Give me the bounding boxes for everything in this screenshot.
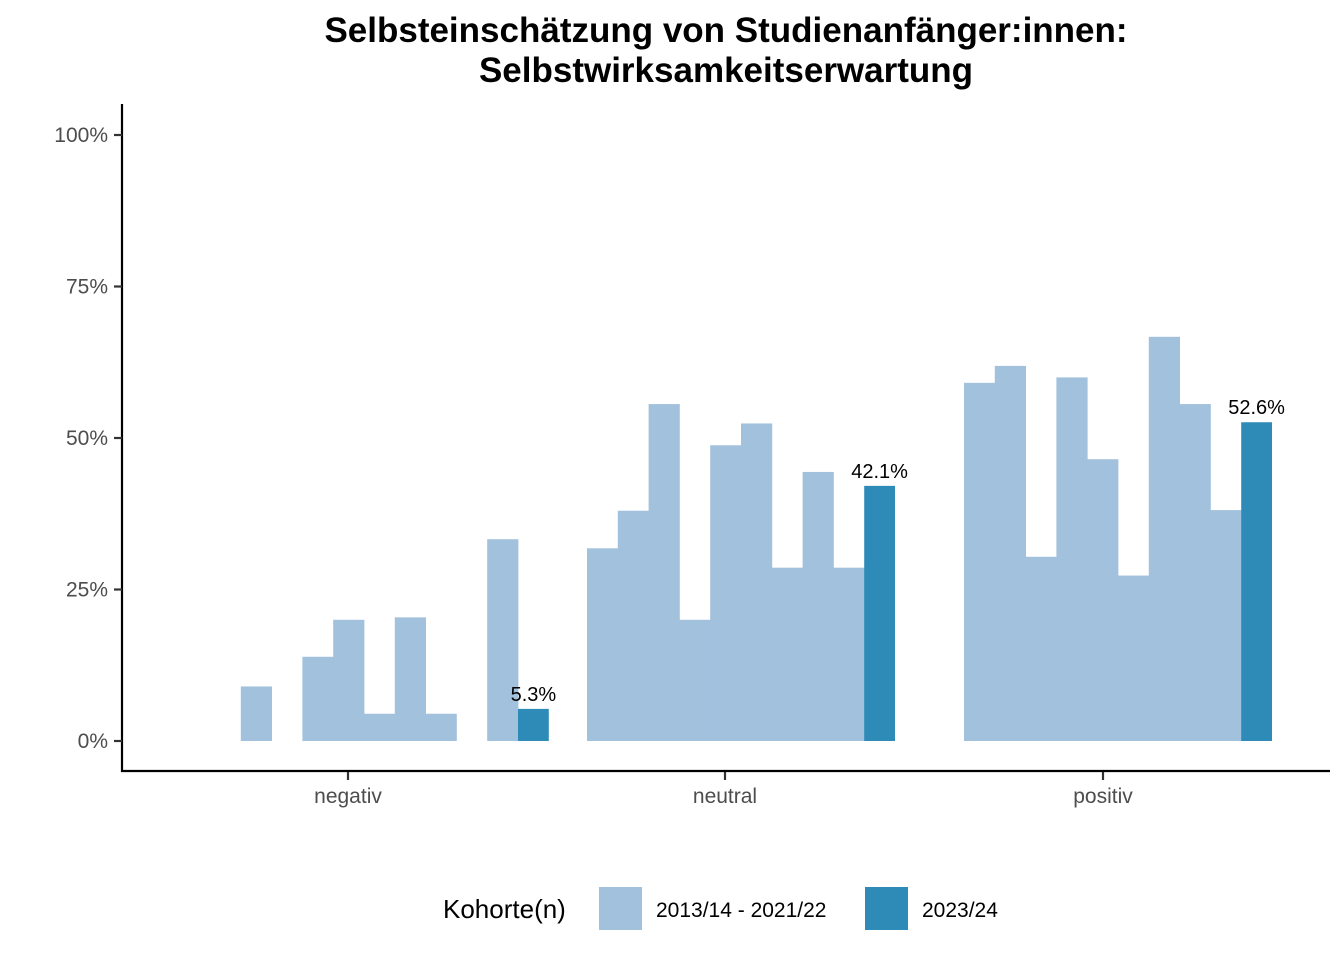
legend-swatch-1 [599, 887, 642, 930]
data-label-negativ: 5.3% [511, 684, 557, 706]
y-tick-label: 50% [66, 427, 108, 450]
bar-positiv-historic-9 [1210, 510, 1242, 741]
bar-negativ-historic-2 [240, 686, 272, 741]
x-tick-label-positiv: positiv [1073, 785, 1133, 808]
bar-negativ-current [518, 708, 549, 741]
y-tick-label: 75% [66, 276, 108, 299]
bar-neutral-current [864, 485, 895, 741]
bar-neutral-historic-6 [741, 423, 773, 741]
bar-neutral-historic-5 [710, 445, 742, 741]
bar-positiv-historic-1 [964, 382, 996, 741]
data-labels-group: 5.3% 42.1% 52.6% [511, 397, 1286, 706]
bar-positiv-historic-2 [994, 365, 1026, 741]
y-tick-label: 0% [78, 730, 108, 753]
chart-title: Selbsteinschätzung von Studienanfänger:i… [324, 11, 1127, 50]
data-label-positiv: 52.6% [1228, 397, 1285, 419]
legend-label-2: 2023/24 [922, 899, 998, 922]
bar-positiv-historic-4 [1056, 377, 1088, 741]
bar-positiv-historic-8 [1179, 404, 1211, 741]
y-tick-label: 100% [54, 124, 108, 147]
bar-neutral-historic-8 [802, 471, 834, 741]
bar-positiv-current [1241, 422, 1272, 741]
bar-neutral-historic-4 [679, 619, 711, 741]
legend-swatch-2 [865, 887, 908, 930]
data-label-neutral: 42.1% [851, 461, 908, 483]
bar-neutral-historic-7 [771, 567, 803, 741]
bar-negativ-historic-10 [487, 539, 519, 741]
bar-negativ-historic-4 [302, 656, 334, 741]
bar-negativ-historic-5 [333, 619, 365, 741]
x-tick-label-neutral: neutral [693, 785, 757, 808]
legend-label-1: 2013/14 - 2021/22 [656, 899, 826, 922]
bar-positiv-historic-3 [1025, 556, 1057, 741]
bar-negativ-historic-6 [364, 713, 396, 741]
bar-negativ-historic-8 [425, 713, 457, 741]
chart-subtitle: Selbstwirksamkeitserwartung [479, 51, 973, 90]
bar-positiv-historic-7 [1148, 336, 1180, 741]
bars-group [240, 336, 1272, 741]
bar-positiv-historic-5 [1087, 459, 1119, 741]
legend-title: Kohorte(n) [443, 894, 566, 924]
bar-neutral-historic-3 [648, 404, 680, 741]
y-axis-ticks: 0% 25% 50% 75% 100% [54, 124, 122, 753]
bar-neutral-historic-9 [833, 567, 865, 741]
y-tick-label: 25% [66, 579, 108, 602]
x-tick-label-negativ: negativ [314, 785, 382, 808]
legend: Kohorte(n) 2013/14 - 2021/22 2023/24 [443, 887, 998, 930]
bar-neutral-historic-2 [617, 510, 649, 741]
x-axis-ticks: negativ neutral positiv [314, 772, 1133, 808]
legend-items: 2013/14 - 2021/22 2023/24 [599, 887, 998, 930]
bar-positiv-historic-6 [1118, 575, 1150, 741]
bar-negativ-historic-7 [394, 617, 426, 741]
bar-neutral-historic-1 [587, 548, 619, 741]
